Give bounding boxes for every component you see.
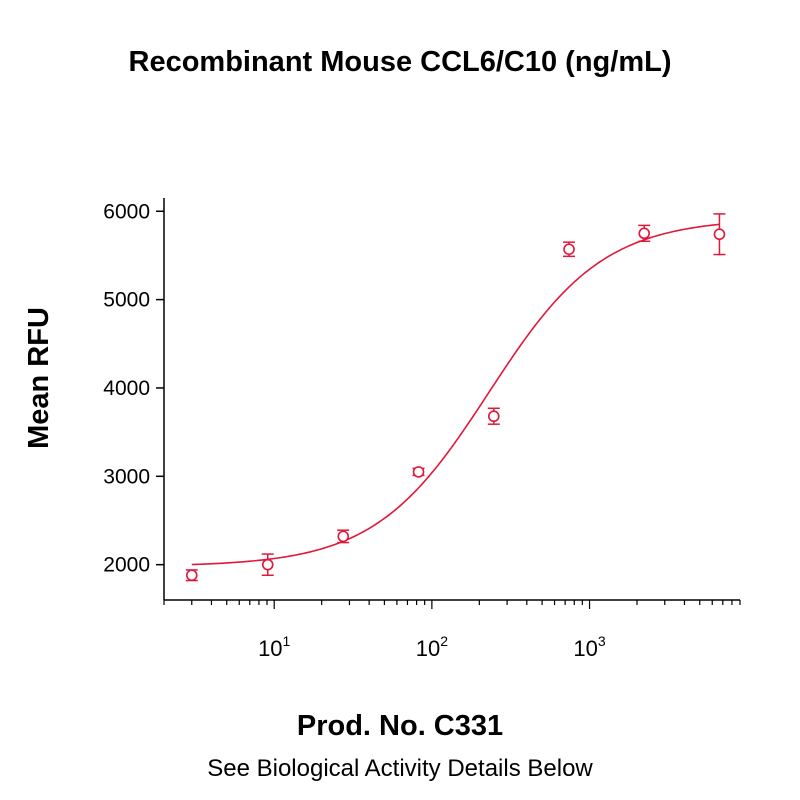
data-point: [412, 466, 425, 478]
fit-curve: [191, 223, 720, 566]
data-point: [487, 407, 500, 425]
x-tick-label-base: 10: [573, 636, 597, 661]
y-tick-label: 5000: [103, 289, 150, 312]
data-point: [713, 213, 726, 256]
data-point: [563, 241, 576, 258]
data-point-marker: [337, 530, 350, 543]
x-tick-label-base: 10: [416, 636, 440, 661]
chart-title: Recombinant Mouse CCL6/C10 (ng/mL): [128, 46, 672, 78]
y-tick-label: 2000: [103, 554, 150, 577]
y-tick-label: 6000: [103, 200, 150, 223]
data-point-marker: [185, 569, 198, 582]
x-tick-label-exponent: 2: [440, 633, 448, 649]
data-point: [261, 553, 274, 577]
x-axis-ticks: 101 102 103: [163, 600, 741, 661]
x-tick-label-base: 10: [258, 636, 282, 661]
data-point-marker: [261, 558, 274, 571]
product-number: Prod. No. C331: [296, 710, 504, 742]
data-point: [337, 529, 350, 544]
y-axis-ticks: 2000 3000 4000 5000 6000: [103, 200, 164, 577]
x-tick-label-exponent: 1: [283, 633, 291, 649]
y-tick-label: 3000: [103, 465, 150, 488]
x-tick-label-exponent: 3: [598, 633, 606, 649]
data-point: [185, 569, 198, 582]
data-points: [185, 213, 726, 582]
data-point: [638, 224, 651, 243]
data-point-marker: [412, 466, 425, 478]
data-point-marker: [638, 227, 651, 240]
x-tick-label: 102: [416, 633, 448, 661]
axes: [163, 198, 740, 601]
x-tick-label: 103: [573, 633, 605, 661]
footer-note: See Biological Activity Details Below: [207, 755, 593, 782]
data-point-marker: [563, 243, 575, 256]
data-point-marker: [713, 228, 726, 241]
y-axis-label: Mean RFU: [23, 307, 55, 449]
data-point-marker: [487, 410, 500, 423]
y-tick-label: 4000: [103, 377, 150, 400]
x-tick-label: 101: [258, 633, 290, 661]
